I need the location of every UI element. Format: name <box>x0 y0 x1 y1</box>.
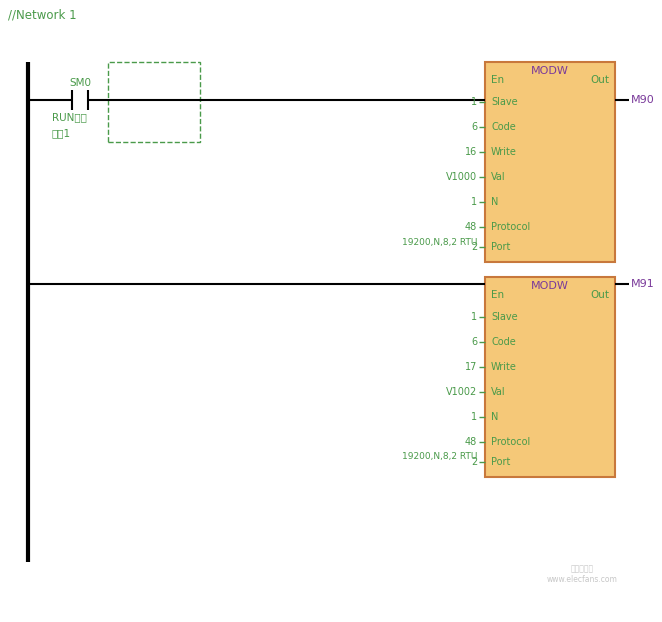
Text: 16: 16 <box>465 147 477 157</box>
Text: Code: Code <box>491 337 516 347</box>
Text: V1002: V1002 <box>446 387 477 397</box>
Text: En: En <box>491 75 504 85</box>
Bar <box>485 277 615 477</box>
Text: Out: Out <box>590 75 609 85</box>
Text: 19200,N,8,2 RTU: 19200,N,8,2 RTU <box>402 238 477 246</box>
Text: Port: Port <box>491 457 510 467</box>
Text: 电子发烧友
www.elecfans.com: 电子发烧友 www.elecfans.com <box>547 565 618 584</box>
Text: V1000: V1000 <box>446 172 477 182</box>
Text: 1: 1 <box>471 412 477 422</box>
Text: Protocol: Protocol <box>491 222 530 232</box>
Text: N: N <box>491 412 498 422</box>
Text: M91: M91 <box>631 279 655 289</box>
Text: 1: 1 <box>471 97 477 107</box>
Bar <box>485 62 615 262</box>
Text: SM0: SM0 <box>69 78 91 88</box>
Text: Write: Write <box>491 362 517 372</box>
Text: Val: Val <box>491 172 506 182</box>
Text: M90: M90 <box>631 95 655 105</box>
Text: 2: 2 <box>471 242 477 252</box>
Text: 48: 48 <box>465 222 477 232</box>
Text: Slave: Slave <box>491 312 518 322</box>
Text: En: En <box>491 290 504 300</box>
Text: 2: 2 <box>471 457 477 467</box>
Text: Out: Out <box>590 290 609 300</box>
Text: Slave: Slave <box>491 97 518 107</box>
Text: MODW: MODW <box>531 66 569 76</box>
Text: Protocol: Protocol <box>491 437 530 447</box>
Text: N: N <box>491 197 498 207</box>
Text: 48: 48 <box>465 437 477 447</box>
Text: Val: Val <box>491 387 506 397</box>
Text: MODW: MODW <box>531 281 569 291</box>
Text: 19200,N,8,2 RTU: 19200,N,8,2 RTU <box>402 452 477 462</box>
Text: 下为1: 下为1 <box>52 128 71 138</box>
Text: 1: 1 <box>471 197 477 207</box>
Text: 1: 1 <box>471 312 477 322</box>
Text: RUN状态: RUN状态 <box>52 112 87 122</box>
Text: Write: Write <box>491 147 517 157</box>
Text: 17: 17 <box>465 362 477 372</box>
Text: 6: 6 <box>471 337 477 347</box>
Text: Port: Port <box>491 242 510 252</box>
Bar <box>108 62 200 142</box>
Text: //Network 1: //Network 1 <box>8 8 77 21</box>
Text: Code: Code <box>491 122 516 132</box>
Text: 6: 6 <box>471 122 477 132</box>
